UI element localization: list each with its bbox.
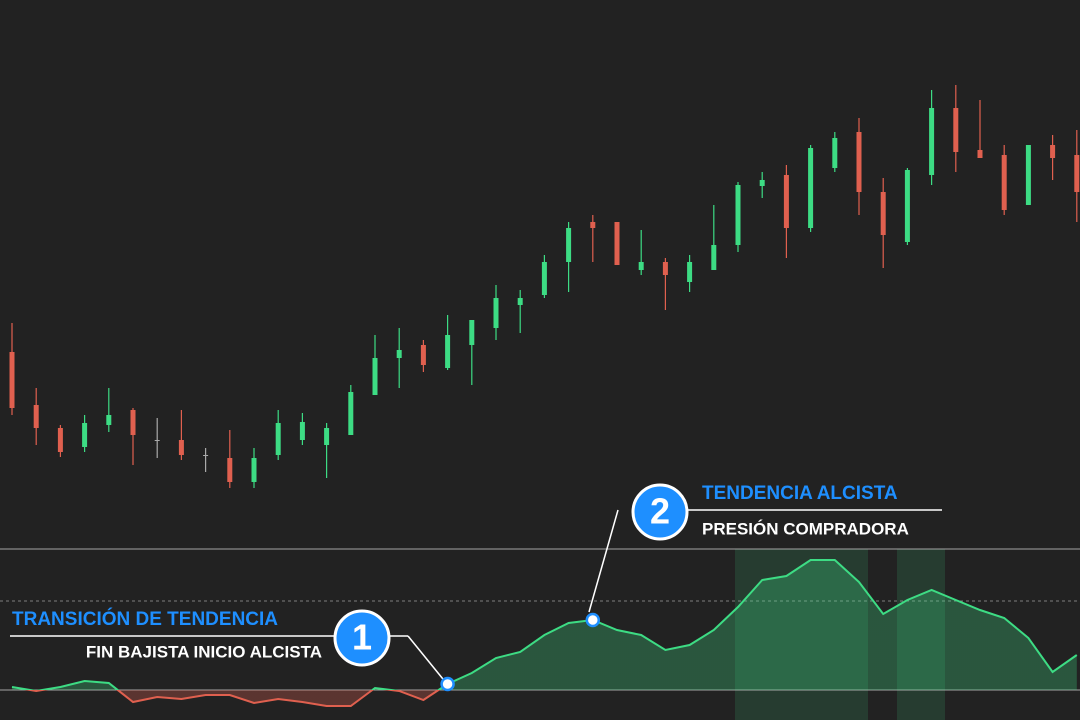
candle-body: [904, 170, 910, 242]
candle-body: [614, 222, 620, 265]
candle-body: [662, 262, 668, 275]
candle-body: [469, 320, 475, 345]
candle-body: [106, 415, 112, 425]
candle-body: [82, 423, 88, 447]
candle-body: [759, 180, 765, 186]
badge: [333, 609, 391, 667]
candle-body: [348, 392, 354, 435]
candle-body: [372, 358, 378, 395]
candle-body: [856, 132, 862, 192]
candle-body: [808, 148, 814, 228]
badge: [631, 483, 689, 541]
candle-body: [517, 298, 523, 305]
annotation-subtitle: FIN BAJISTA INICIO ALCISTA: [86, 642, 322, 661]
leader: [407, 635, 448, 685]
candle-body: [396, 350, 402, 358]
candle-body: [566, 228, 572, 262]
candle-body: [130, 410, 136, 435]
candle-body: [251, 458, 257, 482]
candle-body: [178, 440, 184, 455]
candle-body: [227, 458, 233, 482]
indicator-line: [11, 559, 1078, 707]
candle-body: [977, 150, 983, 158]
candle-body: [1001, 155, 1007, 210]
candle-body: [154, 440, 160, 441]
candle-body: [275, 423, 281, 455]
annotation-subtitle: PRESIÓN COMPRADORA: [702, 519, 909, 538]
candle-body: [638, 262, 644, 270]
candle-body: [880, 192, 886, 235]
candle-body: [711, 245, 717, 270]
candle-body: [445, 335, 451, 368]
candle-body: [783, 175, 789, 228]
candle-body: [33, 405, 39, 428]
candle-body: [203, 455, 209, 456]
candle-body: [1074, 155, 1080, 192]
candle-body: [57, 428, 63, 452]
candle-body: [735, 185, 741, 245]
candle-body: [687, 262, 693, 282]
candle-body: [953, 108, 959, 152]
candle-body: [590, 222, 596, 228]
marker: [585, 612, 601, 628]
annotation-title: TENDENCIA ALCISTA: [702, 483, 898, 504]
annotation-title: TRANSICIÓN DE TENDENCIA: [12, 608, 278, 630]
candle-body: [832, 138, 838, 168]
annotations: 1 TRANSICIÓN DE TENDENCIA FIN BAJISTA IN…: [10, 483, 942, 685]
candle-body: [9, 352, 15, 408]
candle-body: [493, 298, 499, 328]
candle-body: [541, 262, 547, 295]
indicator-area: [12, 560, 1077, 706]
candle-body: [1025, 145, 1031, 205]
candle-body: [299, 422, 305, 440]
leader: [588, 509, 619, 613]
candle-body: [1050, 145, 1056, 158]
marker: [440, 676, 455, 692]
badge-number: 2: [650, 491, 670, 532]
badge-number: 1: [352, 617, 372, 658]
candle-body: [324, 428, 330, 445]
candle-body: [420, 345, 426, 365]
candle-body: [929, 108, 935, 175]
